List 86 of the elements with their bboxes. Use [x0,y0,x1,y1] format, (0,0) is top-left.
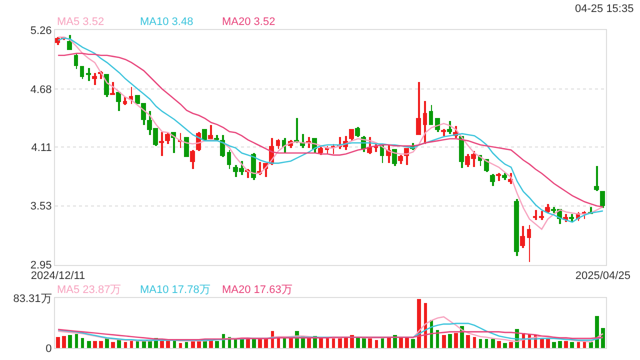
bar [319,338,323,348]
bar [240,339,244,348]
bar [93,341,97,348]
bar [344,338,348,348]
bar [473,337,476,348]
bar [570,342,574,348]
bar [564,341,568,348]
bar [258,339,262,348]
y-tick-label: 5.26 [30,24,52,37]
text: MA20 17.63万 [222,284,292,296]
bar [552,342,556,348]
bar [87,341,91,348]
line-series [57,52,604,208]
bar [362,338,366,348]
bar [509,342,513,348]
y-tick-label: 4.11 [31,142,52,154]
bar [375,340,378,348]
text: 04-25 15:35 [575,3,634,15]
bar [62,336,66,348]
bar [148,341,152,348]
bar [595,316,599,348]
bar [424,303,427,348]
bar [234,339,237,348]
bar [136,341,139,348]
bar [75,334,78,348]
bar [381,338,384,348]
bar [246,338,250,348]
bar [160,341,164,348]
x-tick-label: 2025/04/25 [575,270,630,282]
line-series [57,328,604,340]
y-tick-label: 83.31万 [13,292,52,305]
bar [105,338,109,348]
bar [546,339,550,348]
bar [601,328,605,348]
bar [166,341,170,348]
bar [583,342,586,348]
bar [454,333,458,348]
bar [497,341,501,348]
bar [485,339,488,348]
bar [81,338,84,348]
y-tick-label: 0 [46,342,52,355]
bar [558,341,562,348]
candlestick [159,132,164,156]
bar [356,337,360,348]
bar [338,338,342,348]
bar [117,340,121,348]
bar [503,343,507,348]
bar [491,339,495,348]
bar [399,337,403,348]
bar [577,342,580,348]
bar [264,339,268,348]
bar [99,341,103,348]
text: MA20 3.52 [222,16,276,28]
bar [411,339,415,348]
bar [589,342,593,348]
series-label: MA5 3.52 [57,16,104,28]
bar [215,341,219,348]
bar [466,335,470,348]
bar [179,343,182,348]
bar [111,342,115,348]
text: MA5 23.87万 [57,284,122,296]
bar [332,338,335,348]
bar [436,330,439,348]
bar [130,341,133,348]
bar [289,338,293,348]
bar [387,338,391,348]
bar [185,342,188,348]
bar [191,341,195,348]
text: MA10 3.48 [140,16,194,28]
x-tick-label: 2024/12/11 [30,270,86,282]
bar [326,338,329,348]
bar [479,339,482,348]
bar [442,335,446,348]
bar [68,335,72,348]
bar [448,334,452,348]
y-tick-label: 2.95 [30,260,52,272]
text: MA10 17.78万 [140,284,210,296]
bar [124,342,127,348]
y-tick-label: 4.68 [30,84,52,96]
bar [405,337,409,348]
bar [252,339,256,348]
y-tick-label: 3.53 [30,200,52,213]
bar [540,339,544,348]
bar [56,337,60,348]
bar [142,341,146,348]
bar [197,341,201,348]
